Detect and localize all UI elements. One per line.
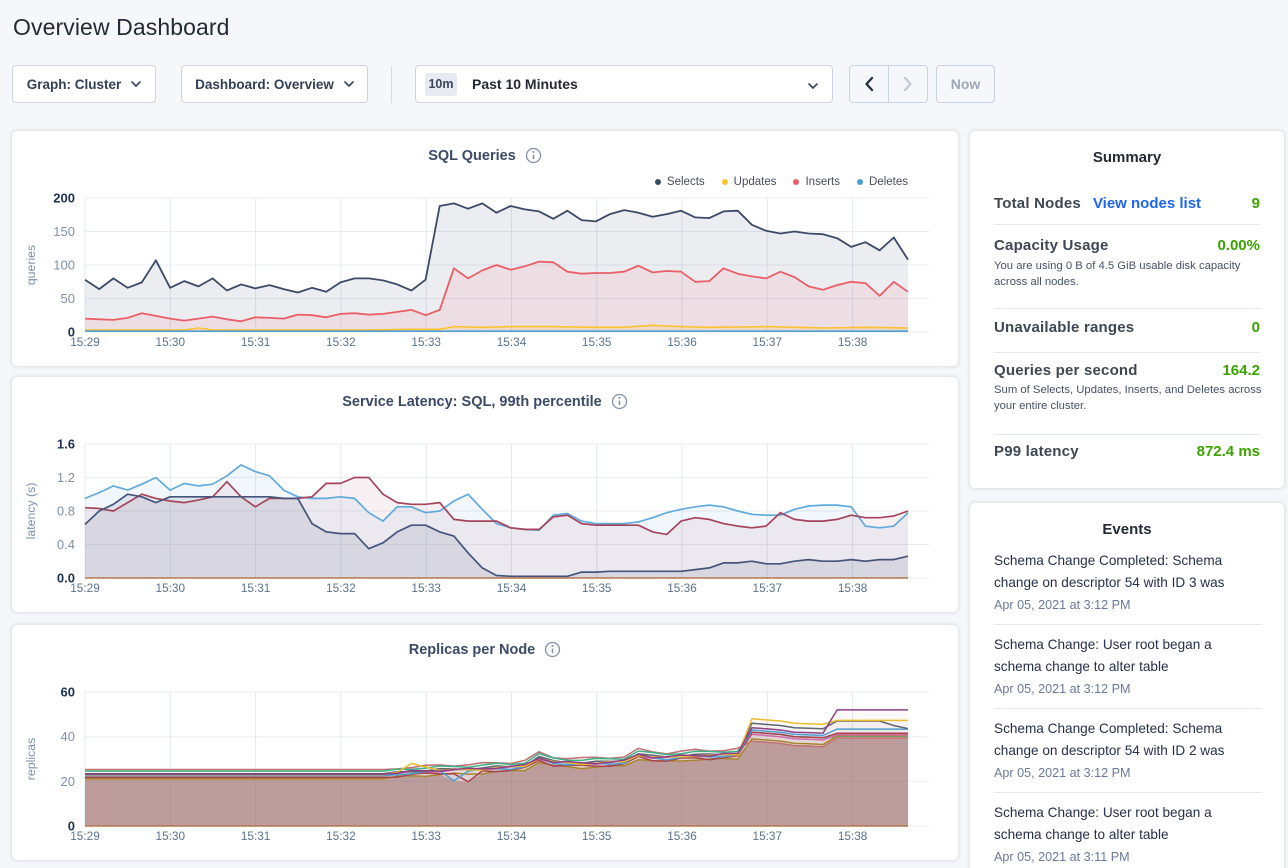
svg-text:0: 0 bbox=[68, 819, 75, 834]
svg-text:15:35: 15:35 bbox=[582, 581, 612, 595]
svg-text:0: 0 bbox=[68, 325, 75, 340]
svg-text:15:36: 15:36 bbox=[667, 581, 697, 595]
svg-text:0.4: 0.4 bbox=[57, 537, 75, 552]
svg-text:15:32: 15:32 bbox=[326, 829, 356, 843]
svg-text:15:31: 15:31 bbox=[241, 829, 271, 843]
svg-text:15:35: 15:35 bbox=[582, 829, 612, 843]
svg-text:0.8: 0.8 bbox=[57, 504, 75, 519]
svg-text:1.6: 1.6 bbox=[57, 437, 75, 452]
svg-text:15:36: 15:36 bbox=[667, 335, 697, 349]
svg-text:100: 100 bbox=[53, 258, 75, 273]
svg-text:15:31: 15:31 bbox=[241, 335, 271, 349]
svg-text:15:32: 15:32 bbox=[326, 581, 356, 595]
svg-text:queries: queries bbox=[24, 245, 38, 285]
svg-text:15:36: 15:36 bbox=[667, 829, 697, 843]
svg-text:15:35: 15:35 bbox=[582, 335, 612, 349]
svg-text:15:29: 15:29 bbox=[70, 581, 100, 595]
svg-text:15:38: 15:38 bbox=[838, 581, 868, 595]
svg-text:200: 200 bbox=[53, 191, 75, 206]
svg-text:15:30: 15:30 bbox=[156, 581, 186, 595]
svg-text:15:33: 15:33 bbox=[411, 581, 441, 595]
svg-text:50: 50 bbox=[61, 291, 75, 306]
svg-text:15:29: 15:29 bbox=[70, 829, 100, 843]
svg-text:15:34: 15:34 bbox=[497, 335, 527, 349]
svg-text:15:37: 15:37 bbox=[753, 829, 783, 843]
svg-text:20: 20 bbox=[61, 774, 75, 789]
svg-text:1.2: 1.2 bbox=[57, 470, 75, 485]
svg-text:60: 60 bbox=[61, 685, 75, 700]
svg-text:15:30: 15:30 bbox=[156, 335, 186, 349]
svg-text:15:38: 15:38 bbox=[838, 829, 868, 843]
svg-text:15:29: 15:29 bbox=[70, 335, 100, 349]
svg-text:replicas: replicas bbox=[24, 738, 38, 780]
svg-text:40: 40 bbox=[61, 729, 75, 744]
svg-text:0.0: 0.0 bbox=[57, 571, 75, 586]
svg-text:15:31: 15:31 bbox=[241, 581, 271, 595]
svg-text:150: 150 bbox=[53, 224, 75, 239]
svg-text:15:34: 15:34 bbox=[497, 581, 527, 595]
svg-text:15:32: 15:32 bbox=[326, 335, 356, 349]
svg-text:15:38: 15:38 bbox=[838, 335, 868, 349]
svg-text:latency (s): latency (s) bbox=[24, 483, 38, 540]
svg-text:15:37: 15:37 bbox=[753, 335, 783, 349]
svg-text:15:30: 15:30 bbox=[156, 829, 186, 843]
svg-text:15:33: 15:33 bbox=[411, 335, 441, 349]
svg-text:15:33: 15:33 bbox=[411, 829, 441, 843]
svg-text:15:37: 15:37 bbox=[753, 581, 783, 595]
svg-text:15:34: 15:34 bbox=[497, 829, 527, 843]
